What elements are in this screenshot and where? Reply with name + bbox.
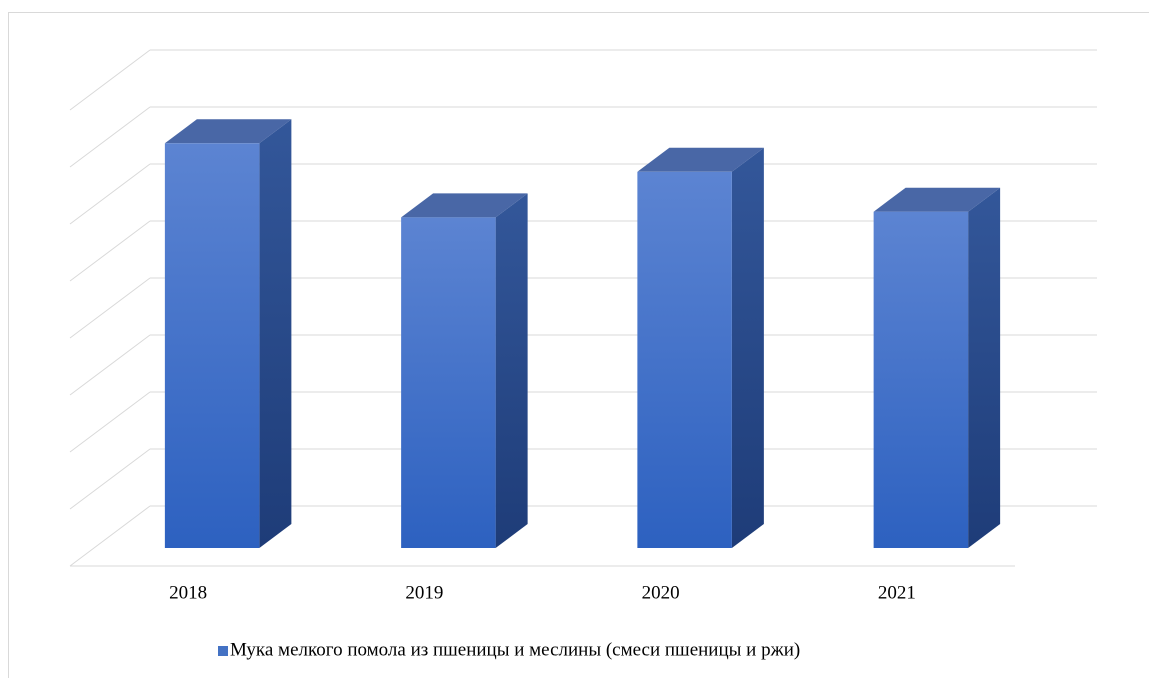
legend-label: Мука мелкого помола из пшеницы и меслины… [230, 639, 800, 660]
bar-side [495, 193, 528, 548]
grid-line [69, 334, 151, 396]
bar-side [259, 119, 292, 549]
legend-swatch [218, 646, 228, 656]
bar-side [731, 147, 764, 549]
grid-line [69, 391, 151, 453]
chart-frame [8, 12, 1149, 678]
x-tick-label: 2019 [405, 582, 443, 603]
bar [401, 217, 496, 548]
bar-side [968, 187, 1001, 548]
grid-line [69, 220, 151, 282]
x-tick-label: 2021 [878, 582, 916, 603]
x-tick-label: 2018 [169, 582, 207, 603]
grid-line [69, 448, 151, 510]
bar [164, 143, 260, 549]
grid-line [69, 163, 151, 225]
bar-top [637, 147, 764, 172]
grid-line [69, 49, 151, 111]
bar [637, 171, 732, 549]
grid-line [69, 277, 151, 339]
bar [873, 211, 969, 548]
x-tick-label: 2020 [642, 582, 680, 603]
bar-top [401, 193, 528, 218]
grid-line [69, 106, 151, 168]
bar-top [164, 119, 292, 144]
grid-line [69, 505, 151, 567]
bar-top [873, 187, 1001, 212]
